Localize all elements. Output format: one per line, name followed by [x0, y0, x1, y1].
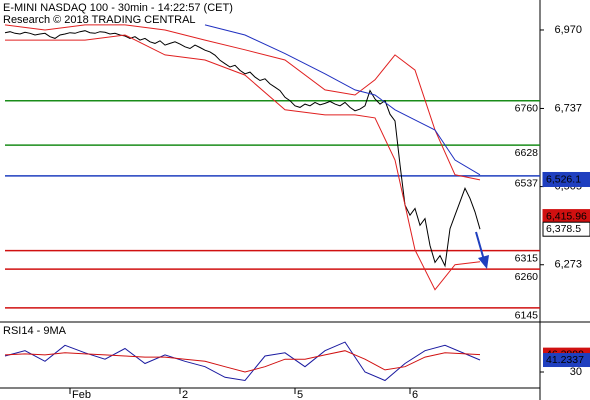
price-tag-label: 6,415.96 [546, 210, 587, 222]
level-label: 6628 [515, 147, 539, 159]
series-line [5, 34, 481, 291]
y-tick-label: 30 [570, 366, 582, 378]
forecast-arrow-head [478, 255, 489, 269]
series-line [4, 24, 481, 181]
forecast-arrow [475, 231, 485, 261]
series-line [4, 341, 481, 382]
level-label: 6145 [515, 310, 539, 322]
chart-subtitle: Research © 2018 TRADING CENTRAL [3, 14, 196, 26]
level-label: 6760 [515, 102, 539, 114]
rsi-title: RSI14 - 9MA [3, 325, 67, 337]
x-tick-label: 2 [182, 389, 188, 400]
level-label: 6315 [515, 252, 539, 264]
y-tick-label: 6,737 [554, 102, 582, 114]
y-tick-label: 6,970 [554, 24, 582, 36]
x-tick-label: 5 [297, 389, 303, 400]
chart-title: E-MINI NASDAQ 100 - 30min - 14:22:57 (CE… [3, 2, 233, 14]
price-tag-label: 6,526.1 [546, 173, 581, 185]
series-line [4, 30, 481, 268]
x-tick-label: 6 [412, 389, 418, 400]
value-tag [543, 353, 590, 368]
price-tag [542, 221, 590, 237]
plot-area: 6,9706,7376,5056,273Feb25667606628653763… [4, 24, 590, 400]
level-label: 6537 [515, 178, 539, 190]
price-tag-label: 6,378.5 [546, 223, 581, 235]
y-tick-label: 6,273 [554, 259, 582, 271]
series-line [4, 350, 481, 373]
series-line [204, 24, 481, 176]
value-tag-label: 41.2337 [546, 354, 584, 366]
x-tick-label: Feb [72, 389, 91, 400]
price-tag [542, 171, 590, 187]
level-label: 6260 [515, 271, 539, 283]
